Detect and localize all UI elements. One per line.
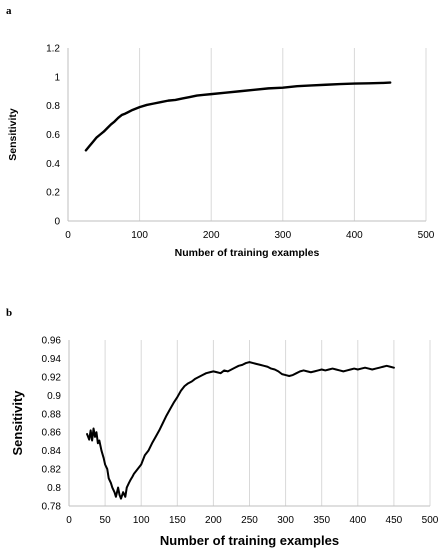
- x-tick-label: 250: [241, 515, 258, 526]
- x-tick-label: 0: [65, 230, 71, 241]
- x-tick-label: 50: [100, 515, 112, 526]
- y-tick-label: 0: [54, 217, 60, 228]
- x-tick-label: 350: [313, 515, 330, 526]
- y-tick-label: 0.96: [42, 336, 62, 347]
- y-tick-label: 0.84: [42, 446, 62, 457]
- x-tick-label: 400: [349, 515, 366, 526]
- y-tick-label: 0.86: [42, 428, 62, 439]
- y-tick-label: 0.4: [46, 159, 60, 170]
- x-tick-label: 200: [203, 230, 220, 241]
- y-tick-label: 1.2: [46, 44, 60, 55]
- y-tick-label: 0.78: [42, 502, 62, 513]
- x-tick-label: 500: [422, 515, 439, 526]
- y-tick-label: 0.92: [42, 372, 62, 383]
- x-tick-label: 450: [386, 515, 403, 526]
- series-line-0: [84, 81, 392, 152]
- x-tick-label: 0: [66, 515, 72, 526]
- x-axis-title: Number of training examples: [160, 533, 339, 548]
- y-tick-label: 0.94: [42, 354, 62, 365]
- x-axis-title: Number of training examples: [175, 247, 320, 259]
- panel-label-b: b: [6, 307, 12, 319]
- y-tick-label: 0.2: [46, 188, 60, 199]
- y-tick-label: 1: [54, 72, 60, 83]
- series-line-0: [86, 361, 395, 500]
- y-axis-title: Sensitivity: [7, 108, 19, 161]
- chart-a: 0 100 200 300 400 500 0 0.2 0.4 0.6 0.8 1 1.2 Number …: [7, 44, 435, 260]
- x-tick-label: 200: [205, 515, 222, 526]
- x-tick-label: 150: [169, 515, 186, 526]
- x-tick-label: 300: [274, 230, 291, 241]
- y-axis-title: Sensitivity: [10, 390, 25, 456]
- x-tick-label: 100: [131, 230, 148, 241]
- y-tick-label: 0.6: [46, 130, 60, 141]
- y-tick-label: 0.8: [46, 101, 60, 112]
- panel-label-a: a: [6, 5, 12, 17]
- y-tick-label: 0.8: [47, 483, 61, 494]
- y-tick-label: 0.9: [47, 391, 61, 402]
- x-tick-label: 100: [133, 515, 150, 526]
- y-tick-label: 0.88: [42, 409, 62, 420]
- chart-b: 0 50 100 150 200 250 300 350 400 450 500 0.78 0.8 0.8…: [10, 336, 439, 549]
- x-tick-label: 400: [346, 230, 363, 241]
- x-tick-label: 300: [277, 515, 294, 526]
- x-tick-label: 500: [418, 230, 435, 241]
- y-tick-label: 0.82: [42, 465, 62, 476]
